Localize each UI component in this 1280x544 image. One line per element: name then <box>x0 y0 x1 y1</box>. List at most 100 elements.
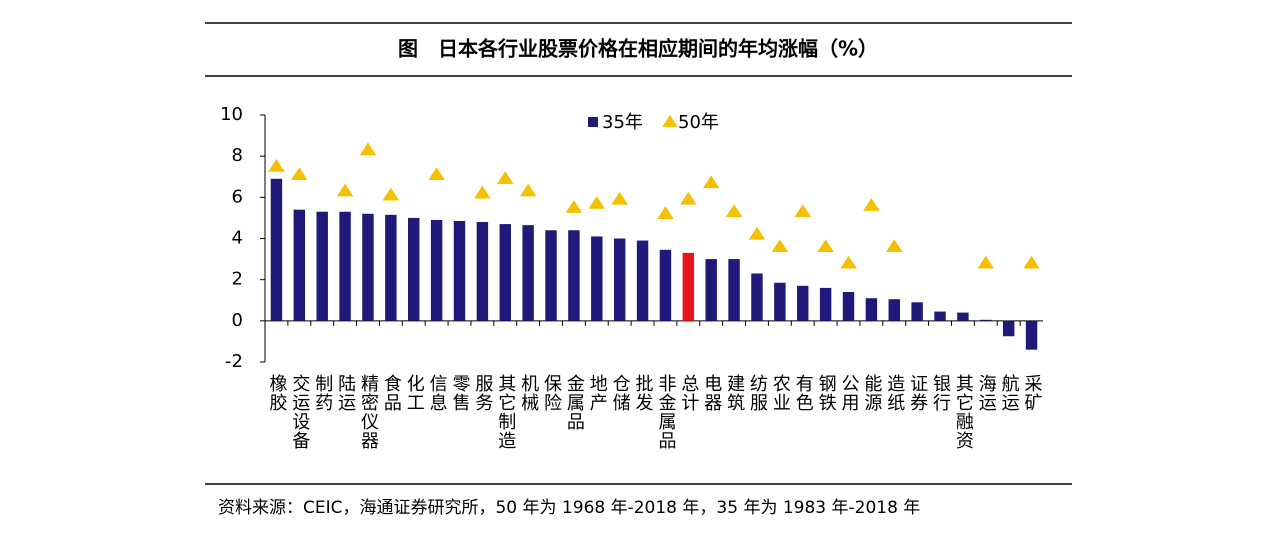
bar <box>980 319 992 321</box>
x-tick-label: 零售 <box>449 374 471 412</box>
marker <box>268 158 285 172</box>
marker <box>680 191 697 205</box>
bar <box>568 230 580 321</box>
marker <box>611 191 628 205</box>
x-tick-label: 海运 <box>975 374 997 412</box>
marker <box>474 185 491 199</box>
bar <box>888 299 900 321</box>
bar <box>385 214 397 321</box>
bar <box>293 209 306 321</box>
marker <box>886 239 903 252</box>
marker <box>748 226 766 240</box>
marker <box>336 183 354 197</box>
y-tick-label: 0 <box>232 310 243 331</box>
bar <box>819 287 832 321</box>
y-tick-label: 2 <box>232 269 243 290</box>
x-tick-label: 精密仪器 <box>357 374 379 450</box>
marker <box>565 200 583 213</box>
y-tick-label: 6 <box>232 186 243 207</box>
marker <box>702 175 720 189</box>
source: 资料来源：CEIC，海通证券研究所，50 年为 1968 年-2018 年，35… <box>218 498 920 518</box>
bar <box>865 298 878 321</box>
bar <box>636 240 649 321</box>
marker <box>977 255 995 269</box>
bar <box>316 211 328 321</box>
x-tick-label: 证券 <box>907 374 929 412</box>
y-tick-label: -2 <box>225 351 243 372</box>
bar <box>591 236 603 321</box>
x-tick-label: 制药 <box>312 374 334 412</box>
marker <box>497 171 514 185</box>
x-tick-label: 航运 <box>998 374 1020 412</box>
y-tick-label: 10 <box>220 104 243 125</box>
bar <box>613 238 626 321</box>
chart-title: 图 日本各行业股票价格在相应期间的年均涨幅（%） <box>398 37 878 61</box>
x-tick-label: 交运设备 <box>289 374 311 450</box>
marker <box>359 142 377 156</box>
bar <box>362 213 374 321</box>
bar <box>408 217 420 321</box>
bar <box>476 222 489 321</box>
bar <box>682 252 695 321</box>
bar <box>728 259 740 321</box>
x-tick-label: 其它融资 <box>952 374 974 450</box>
marker <box>863 198 880 211</box>
x-tick-label: 服务 <box>472 374 494 412</box>
marker <box>382 187 400 201</box>
x-tick-label: 陆运 <box>335 374 357 412</box>
x-tick-label: 机械 <box>518 374 540 412</box>
marker <box>291 167 308 180</box>
x-tick-label: 总计 <box>678 374 700 412</box>
marker <box>771 239 789 252</box>
x-tick-label: 地产 <box>586 374 608 412</box>
bar <box>430 219 443 321</box>
x-tick-label: 保险 <box>541 374 563 412</box>
bar <box>957 312 969 321</box>
y-tick-label: 4 <box>232 228 243 249</box>
bar <box>797 285 809 321</box>
x-tick-label: 造纸 <box>884 374 906 412</box>
bar <box>1002 320 1015 337</box>
x-tick-label: 金属品 <box>563 374 585 431</box>
x-tick-label: 化工 <box>403 374 425 412</box>
x-tick-label: 批发 <box>632 374 654 412</box>
x-tick-label: 纺服 <box>746 374 768 412</box>
marker <box>519 183 537 197</box>
bar <box>522 225 534 321</box>
x-tick-label: 采矿 <box>1021 374 1043 412</box>
marker <box>725 204 743 217</box>
x-tick-label: 农业 <box>769 374 791 412</box>
x-tick-label: 公用 <box>838 374 860 412</box>
x-tick-label: 橡胶 <box>266 374 288 412</box>
bar <box>751 273 763 321</box>
x-tick-label: 钢铁 <box>815 374 837 412</box>
x-tick-label: 信息 <box>426 374 448 412</box>
legend-label: 50年 <box>678 112 719 133</box>
x-tick-label: 仓储 <box>609 374 631 412</box>
legend-label: 35年 <box>602 112 643 133</box>
bar <box>453 221 466 321</box>
x-tick-label: 银行 <box>930 374 952 412</box>
marker <box>817 239 834 252</box>
bar <box>842 292 855 321</box>
bar <box>339 211 351 321</box>
x-tick-label: 食品 <box>380 374 402 412</box>
bar <box>911 302 923 321</box>
x-tick-label: 建筑 <box>724 374 746 412</box>
legend-swatch <box>588 117 598 127</box>
bar <box>659 249 672 321</box>
bar <box>499 224 511 321</box>
marker <box>428 167 445 180</box>
x-tick-label: 有色 <box>792 374 814 412</box>
marker <box>657 206 674 220</box>
marker <box>1023 255 1040 269</box>
x-tick-label: 电器 <box>701 374 723 412</box>
bar <box>545 230 557 321</box>
bar <box>1025 320 1038 350</box>
bar <box>934 311 946 321</box>
x-tick-label: 能源 <box>861 374 883 412</box>
y-tick-label: 8 <box>232 145 243 166</box>
x-tick-label: 非金属品 <box>655 374 677 450</box>
legend-swatch <box>662 115 678 127</box>
